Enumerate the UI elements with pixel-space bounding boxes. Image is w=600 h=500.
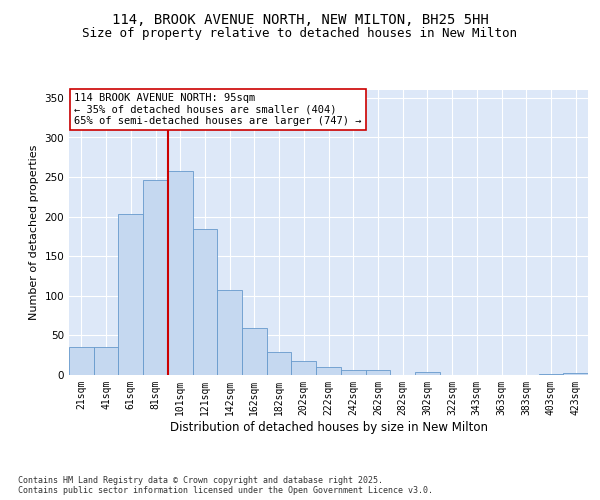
Y-axis label: Number of detached properties: Number of detached properties bbox=[29, 145, 39, 320]
Bar bbox=[168, 171, 193, 375]
Bar bbox=[292, 361, 316, 375]
Bar bbox=[341, 370, 365, 375]
Text: 114, BROOK AVENUE NORTH, NEW MILTON, BH25 5HH: 114, BROOK AVENUE NORTH, NEW MILTON, BH2… bbox=[112, 12, 488, 26]
Bar bbox=[193, 228, 217, 375]
Bar bbox=[539, 374, 563, 375]
X-axis label: Distribution of detached houses by size in New Milton: Distribution of detached houses by size … bbox=[170, 420, 487, 434]
Bar bbox=[415, 372, 440, 375]
Bar bbox=[94, 348, 118, 375]
Bar bbox=[267, 352, 292, 375]
Text: Size of property relative to detached houses in New Milton: Size of property relative to detached ho… bbox=[83, 28, 517, 40]
Bar bbox=[365, 370, 390, 375]
Bar bbox=[217, 290, 242, 375]
Bar bbox=[316, 367, 341, 375]
Bar bbox=[563, 374, 588, 375]
Text: 114 BROOK AVENUE NORTH: 95sqm
← 35% of detached houses are smaller (404)
65% of : 114 BROOK AVENUE NORTH: 95sqm ← 35% of d… bbox=[74, 93, 362, 126]
Text: Contains HM Land Registry data © Crown copyright and database right 2025.
Contai: Contains HM Land Registry data © Crown c… bbox=[18, 476, 433, 495]
Bar bbox=[69, 348, 94, 375]
Bar bbox=[118, 214, 143, 375]
Bar bbox=[143, 180, 168, 375]
Bar bbox=[242, 328, 267, 375]
